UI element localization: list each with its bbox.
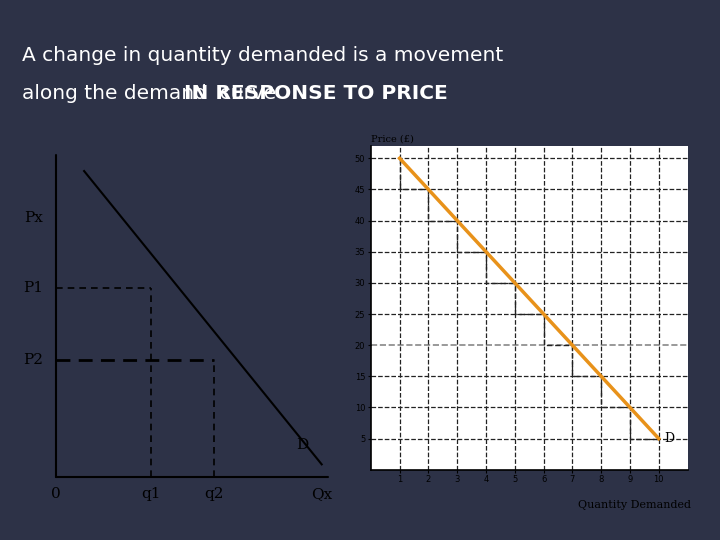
Text: D: D (297, 438, 309, 453)
Text: D: D (665, 432, 675, 445)
Text: Px: Px (24, 211, 43, 225)
Text: A change in quantity demanded is a movement: A change in quantity demanded is a movem… (22, 46, 503, 65)
Text: P1: P1 (24, 281, 43, 295)
Text: along the demand  curve: along the demand curve (22, 84, 282, 103)
Text: q2: q2 (204, 487, 224, 501)
Text: IN RESPONSE TO PRICE: IN RESPONSE TO PRICE (184, 84, 447, 103)
Text: Quantity Demanded: Quantity Demanded (578, 500, 691, 510)
Text: q1: q1 (141, 487, 161, 501)
Text: Qx: Qx (311, 487, 333, 501)
Text: 0: 0 (50, 487, 60, 501)
Text: Price (£): Price (£) (371, 134, 414, 144)
Text: P2: P2 (24, 353, 43, 367)
